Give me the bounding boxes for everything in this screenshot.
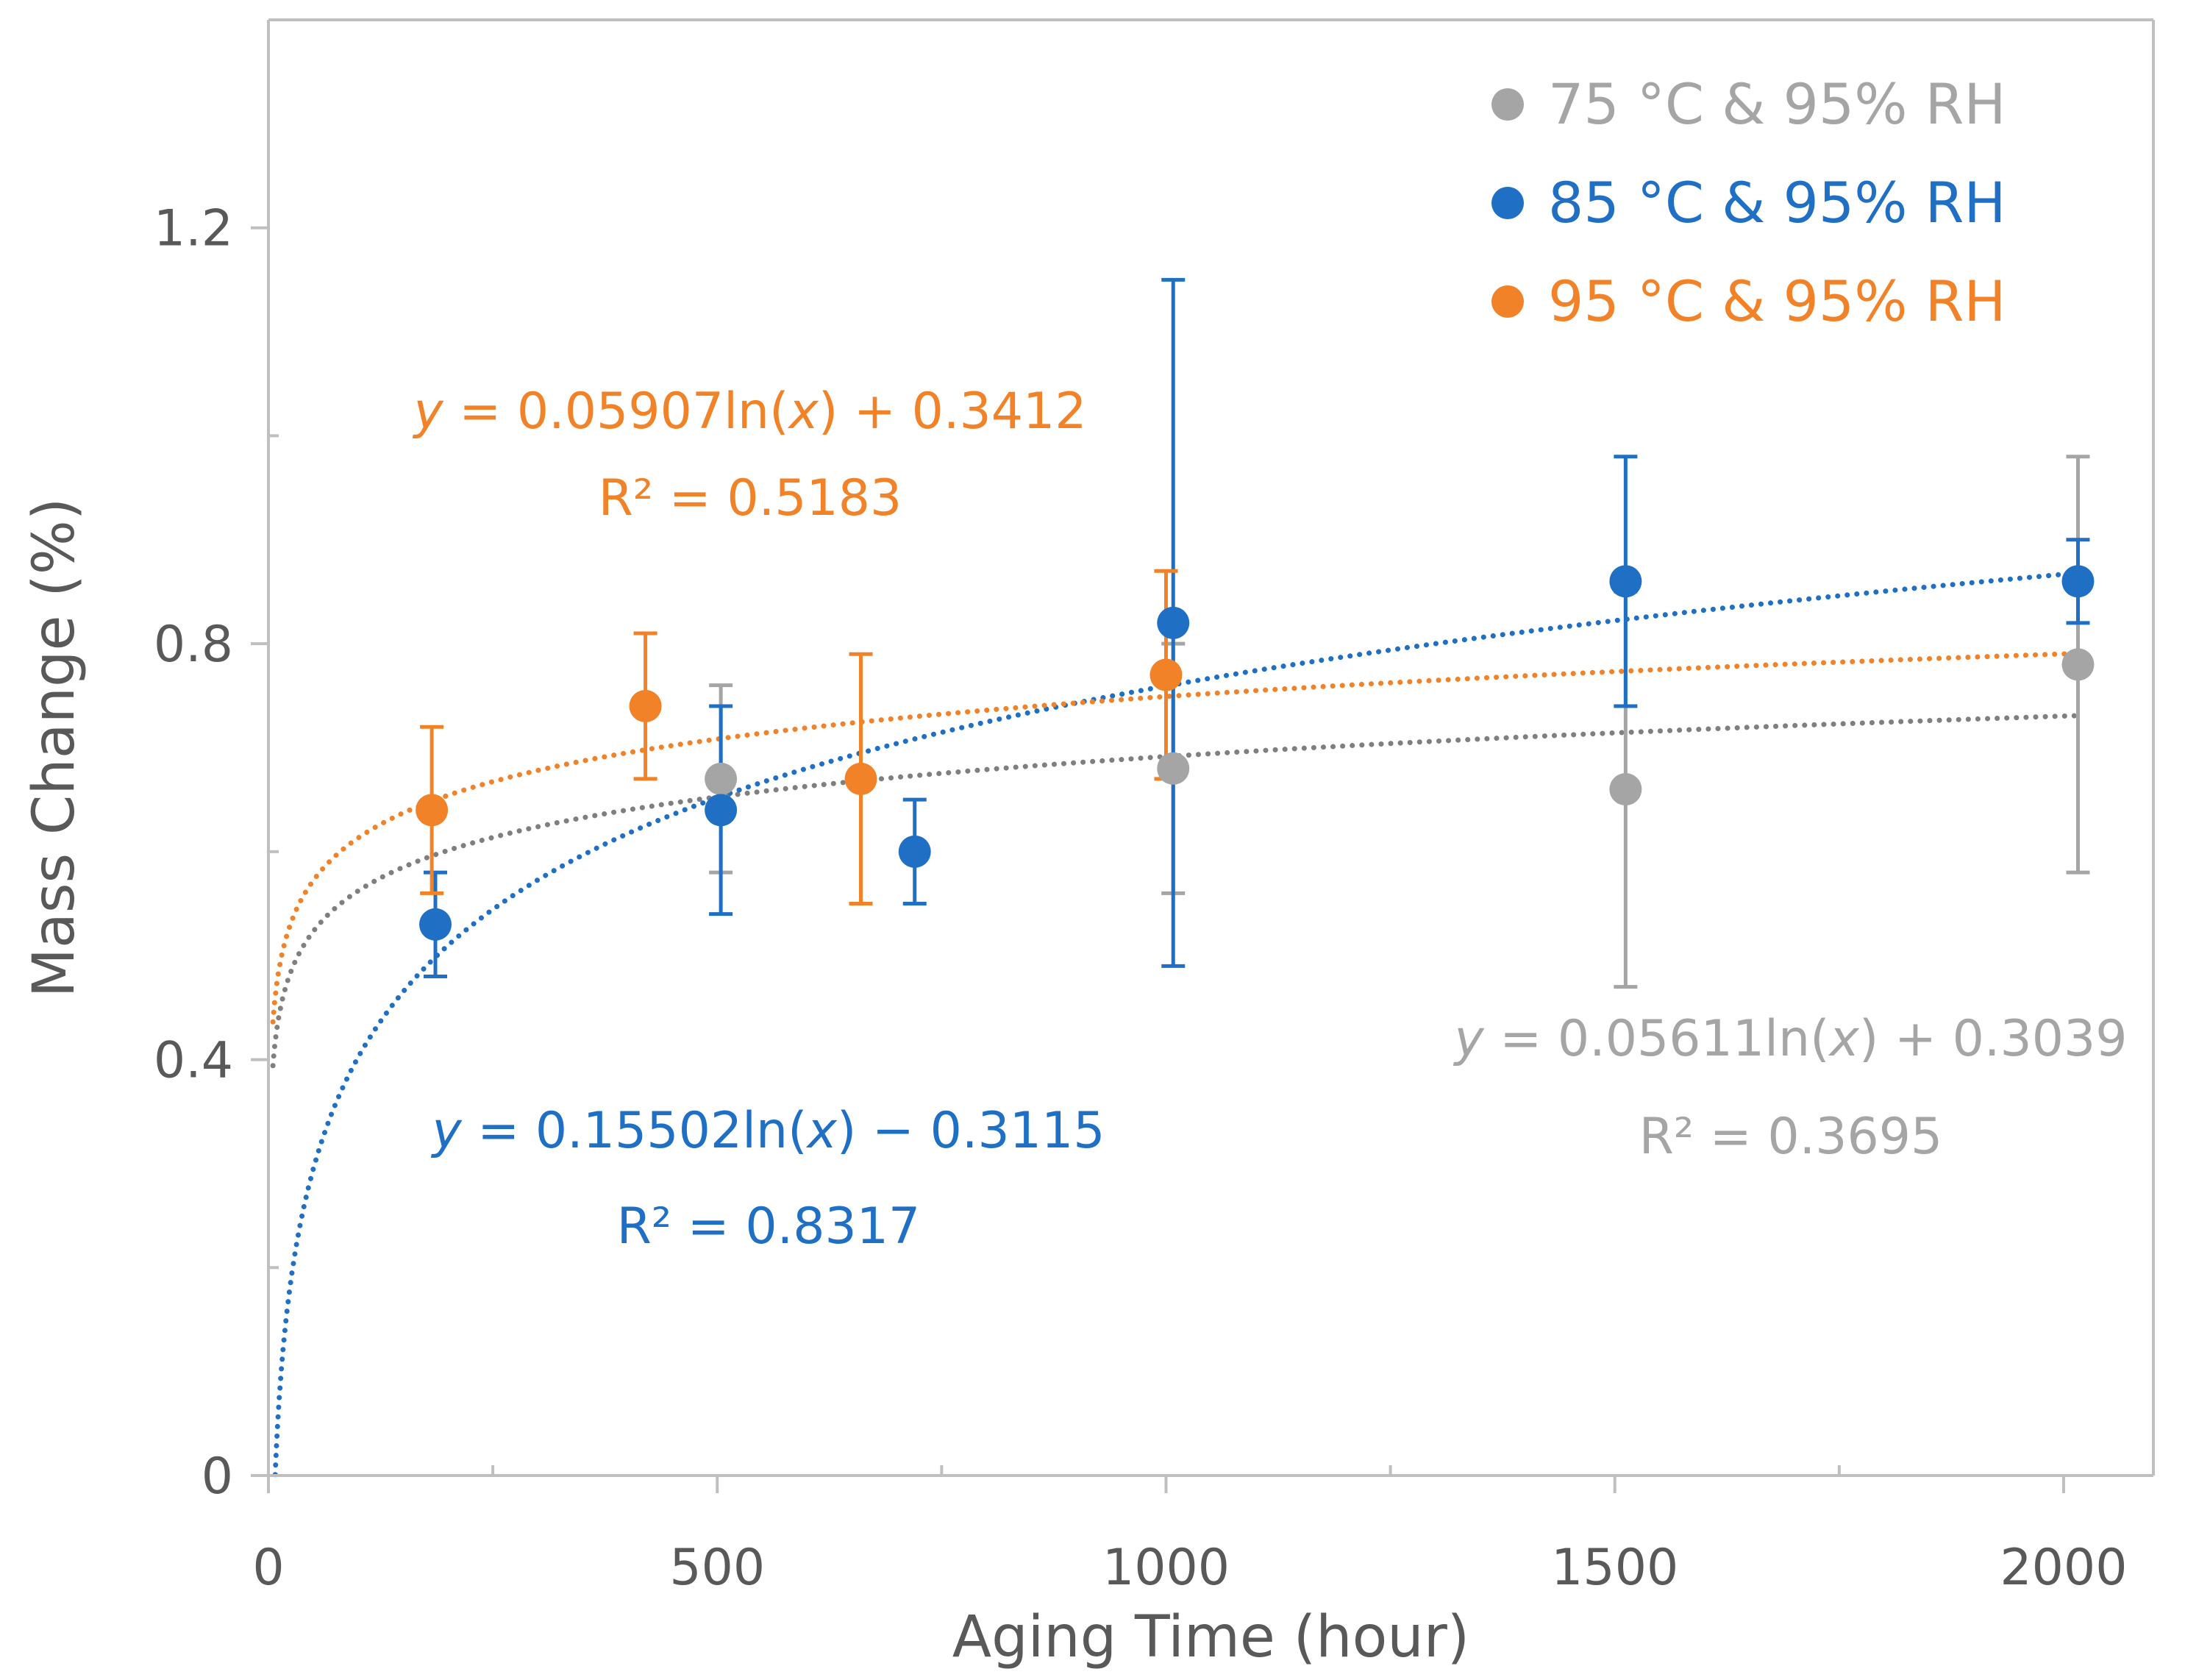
x-tick-label: 2000 xyxy=(2000,1539,2127,1597)
y-tick-label: 0 xyxy=(202,1448,233,1506)
data-point-0-0 xyxy=(705,762,738,795)
equation-part: = 0.05611ln( xyxy=(1484,1010,1830,1068)
axes: 0 500 1000 1500 2000 0 0.4 0.8 1.2 xyxy=(154,18,2155,1597)
legend-marker-1 xyxy=(1491,187,1524,219)
legend-marker-0 xyxy=(1491,88,1524,121)
equation-part: x xyxy=(1828,1010,1860,1068)
trend-r2-2: R² = 0.5183 xyxy=(599,469,902,527)
equation-part: ) + 0.3039 xyxy=(1859,1010,2128,1068)
trendline-1 xyxy=(272,570,2080,1478)
equation-part: = 0.05907ln( xyxy=(443,382,789,441)
equation-part: y xyxy=(412,382,443,441)
data-point-1-4 xyxy=(1609,565,1642,598)
data-point-0-2 xyxy=(1609,773,1642,806)
data-point-0-3 xyxy=(2061,648,2095,681)
data-point-1-2 xyxy=(898,835,931,868)
trend-r2-1: R² = 0.8317 xyxy=(617,1197,921,1256)
trend-equation-2: y = 0.05907ln(x) + 0.3412 xyxy=(412,382,1086,441)
data-point-1-3 xyxy=(1157,606,1190,639)
y-axis-title: Mass Change (%) xyxy=(21,498,88,998)
equation-part: y xyxy=(430,1102,462,1160)
x-tick-label: 1500 xyxy=(1551,1539,1678,1597)
trend-equation-0: y = 0.05611ln(x) + 0.3039 xyxy=(1452,1010,2127,1068)
chart-text: Aging Time (hour) Mass Change (%) 75 °C & … xyxy=(21,71,2128,1670)
trend-equation-1: y = 0.15502ln(x) − 0.3115 xyxy=(430,1102,1105,1160)
trendlines xyxy=(270,570,2080,1478)
data-point-1-0 xyxy=(419,908,452,941)
data-point-1-5 xyxy=(2061,565,2095,598)
data-point-2-2 xyxy=(844,762,877,795)
equation-part: ) − 0.3115 xyxy=(837,1102,1105,1160)
trend-r2-0: R² = 0.3695 xyxy=(1639,1108,1943,1166)
x-tick-label: 500 xyxy=(669,1539,765,1597)
data-point-2-0 xyxy=(416,794,449,827)
trendline-2 xyxy=(270,650,2080,1025)
y-tick-label: 0.4 xyxy=(154,1032,233,1090)
data-points xyxy=(416,565,2095,941)
legend-label-2: 95 °C & 95% RH xyxy=(1548,268,2006,334)
equation-part: y xyxy=(1452,1010,1484,1068)
equation-part: x xyxy=(788,382,819,441)
legend-label-1: 85 °C & 95% RH xyxy=(1548,170,2006,235)
equation-part: ) + 0.3412 xyxy=(819,382,1087,441)
legend-marker-2 xyxy=(1491,285,1524,318)
trendline-0 xyxy=(270,713,2080,1069)
x-tick-label: 0 xyxy=(252,1539,284,1597)
y-tick-label: 1.2 xyxy=(154,200,233,258)
data-point-0-1 xyxy=(1157,752,1190,785)
x-tick-label: 1000 xyxy=(1102,1539,1230,1597)
equation-part: = 0.15502ln( xyxy=(462,1102,808,1160)
data-point-2-1 xyxy=(629,689,662,722)
x-axis-title: Aging Time (hour) xyxy=(952,1604,1470,1670)
data-point-1-1 xyxy=(705,794,738,827)
y-tick-label: 0.8 xyxy=(154,616,233,674)
data-point-2-3 xyxy=(1149,658,1183,691)
equation-part: x xyxy=(806,1102,838,1160)
legend-label-0: 75 °C & 95% RH xyxy=(1548,71,2006,137)
